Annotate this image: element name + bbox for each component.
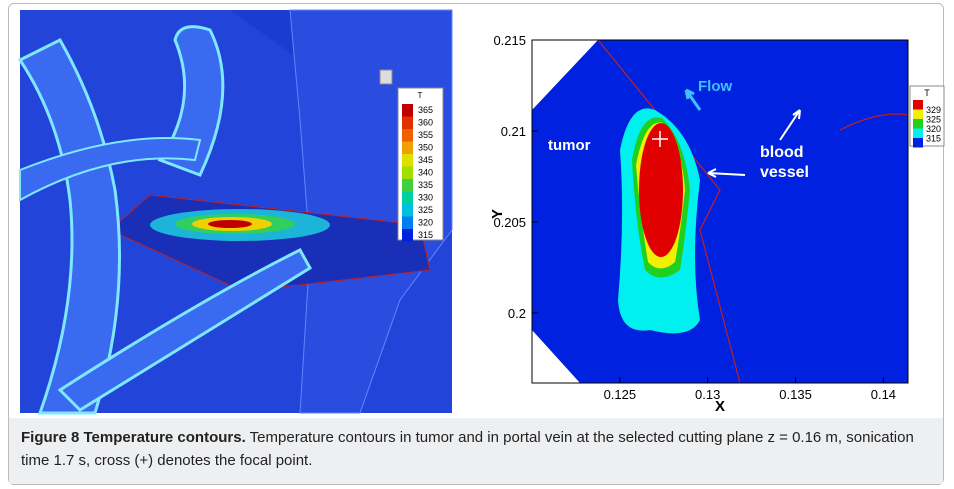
- y-tick-label: 0.21: [501, 124, 526, 139]
- legend-label: 315: [926, 134, 941, 144]
- legend-swatch: [402, 129, 413, 142]
- legend-swatch: [402, 104, 413, 117]
- legend-swatch: [402, 191, 413, 204]
- y-tick-label: 0.215: [493, 33, 526, 48]
- legend-swatch: [402, 229, 413, 242]
- legend-swatch: [402, 179, 413, 192]
- x-tick-label: 0.14: [871, 387, 896, 402]
- legend-swatch: [913, 119, 923, 129]
- legend-label: 360: [418, 118, 433, 128]
- legend-label: 355: [418, 130, 433, 140]
- legend-swatch: [402, 204, 413, 217]
- caption: Figure 8 Temperature contours. Temperatu…: [9, 418, 943, 484]
- legend-swatch: [913, 128, 923, 138]
- caption-text: Temperature contours in tumor and in por…: [21, 429, 914, 469]
- legend-title: T: [924, 88, 930, 98]
- legend-swatch: [913, 138, 923, 148]
- legend-label: 335: [418, 180, 433, 190]
- legend-swatch: [913, 109, 923, 119]
- legend-title: T: [418, 91, 423, 100]
- legend-label: 345: [418, 155, 433, 165]
- annotation: Flow: [698, 78, 732, 95]
- x-axis-label: X: [715, 398, 725, 415]
- y-tick-label: 0.2: [508, 306, 526, 321]
- figure-frame: [8, 3, 944, 485]
- legend-label: 315: [418, 230, 433, 240]
- legend-swatch: [402, 166, 413, 179]
- x-tick-label: 0.13: [695, 387, 720, 402]
- annotation: tumor: [548, 137, 591, 154]
- legend-label: 340: [418, 168, 433, 178]
- legend-label: 325: [926, 115, 941, 125]
- x-tick-label: 0.125: [604, 387, 637, 402]
- legend-label: 320: [418, 218, 433, 228]
- contour-plot: [531, 39, 945, 384]
- caption-label: Figure 8 Temperature contours.: [21, 429, 246, 446]
- legend-swatch: [913, 100, 923, 110]
- x-tick-label: 0.135: [779, 387, 812, 402]
- legend-swatch: [402, 141, 413, 154]
- figure: tumor Flow blood vessel X Y T 365 360 355 350…: [17, 9, 945, 415]
- legend-label: 329: [926, 105, 941, 115]
- y-axis-label: Y: [489, 209, 506, 219]
- legend-swatch: [402, 116, 413, 129]
- legend-swatch: [402, 216, 413, 229]
- mesh-render: [17, 9, 453, 415]
- legend-label: 325: [418, 205, 433, 215]
- legend-label: 320: [926, 124, 941, 134]
- legend-swatch: [402, 154, 413, 167]
- legend-label: 330: [418, 193, 433, 203]
- y-tick-label: 0.205: [493, 215, 526, 230]
- legend-label: 365: [418, 105, 433, 115]
- legend-label: 350: [418, 143, 433, 153]
- annotation: blood vessel: [760, 144, 809, 181]
